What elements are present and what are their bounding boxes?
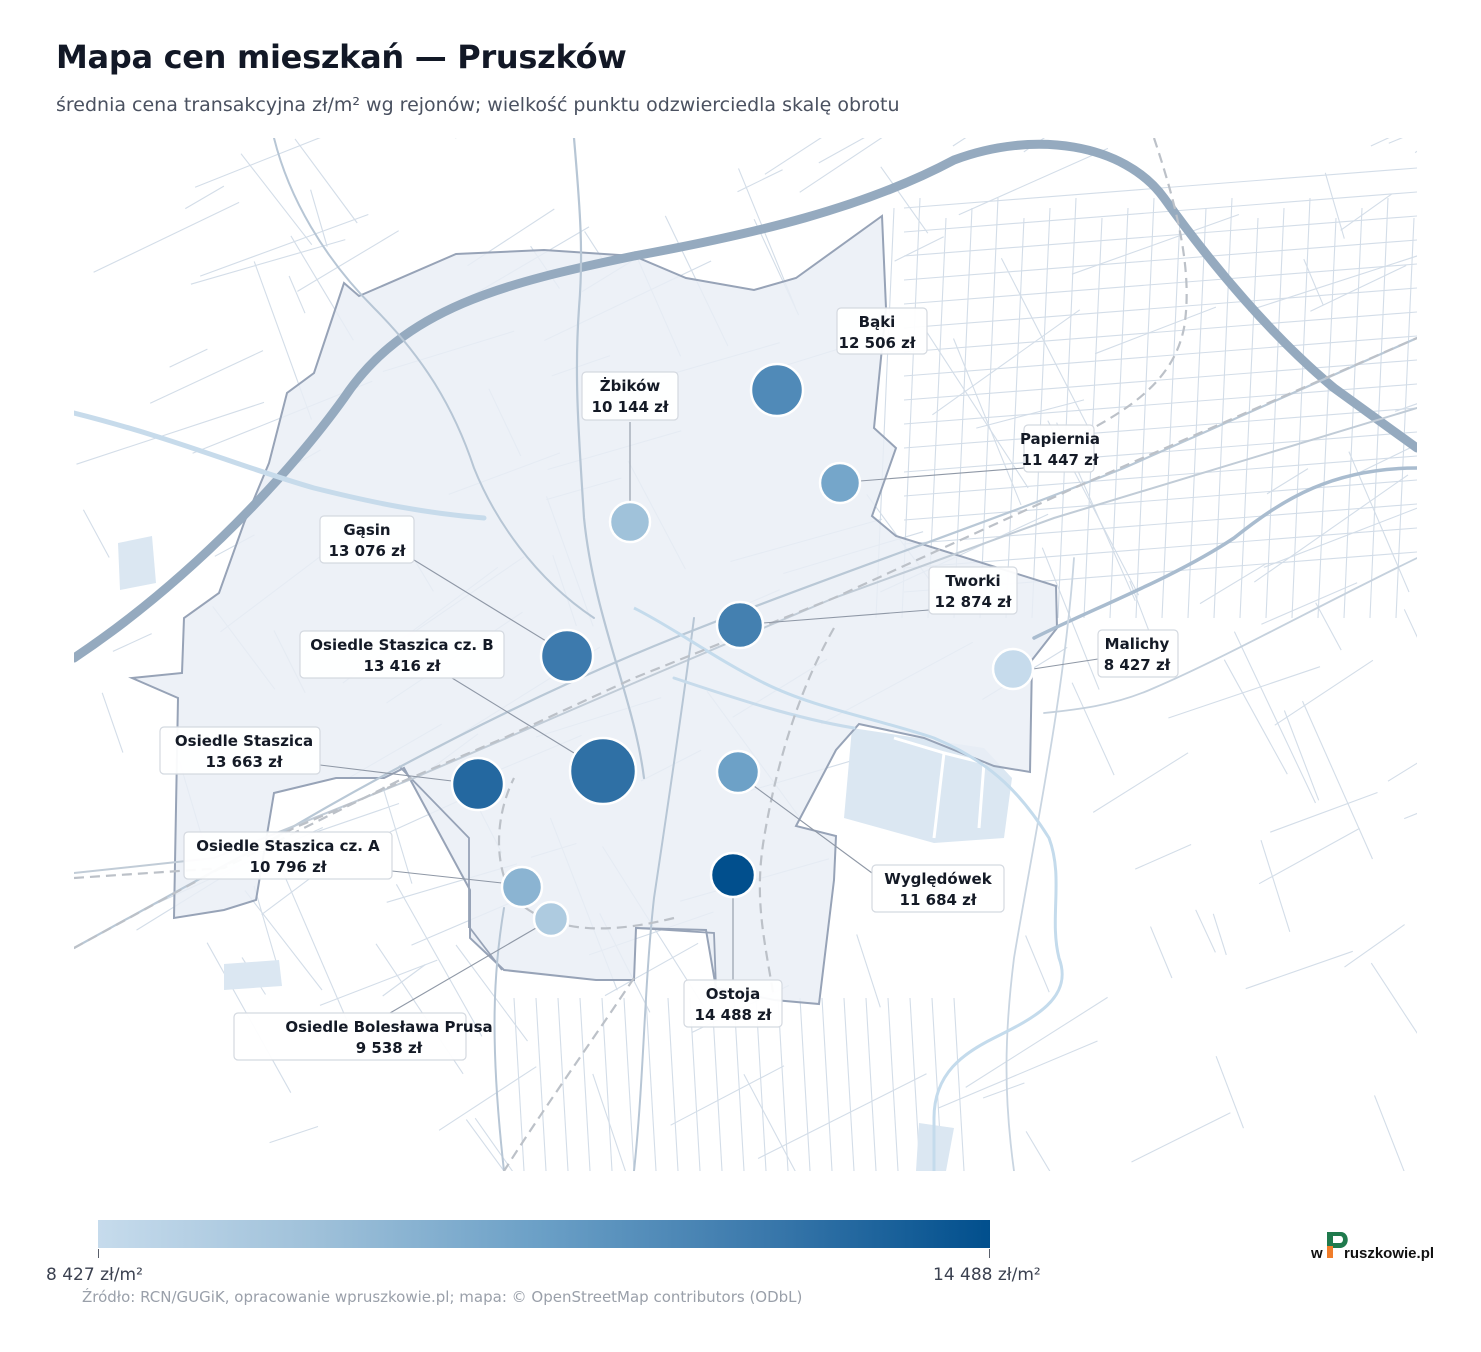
district-1-price-label: 10 144 zł <box>592 398 669 416</box>
district-10-price-point[interactable] <box>709 851 757 899</box>
district-2-price-label: 11 447 zł <box>1022 451 1099 469</box>
map-title: Mapa cen mieszkań — Pruszków <box>56 38 627 76</box>
district-11-price-point[interactable] <box>532 900 570 938</box>
color-scale-min-label: 8 427 zł/m² <box>46 1265 143 1285</box>
district-11-leader-line <box>389 927 537 1014</box>
district-7-leader-line <box>319 764 453 782</box>
district-11-name-label: Osiedle Bolesława Prusa <box>285 1018 492 1036</box>
color-scale-bar <box>98 1220 990 1248</box>
district-4-price-label: 12 874 zł <box>935 593 1012 611</box>
district-8-price-label: 11 684 zł <box>900 891 977 909</box>
district-5-leader-line <box>1032 658 1099 670</box>
district-7-name-label: Osiedle Staszica <box>175 732 313 750</box>
color-scale-max-tick <box>989 1249 990 1258</box>
district-4-price-point[interactable] <box>715 600 765 650</box>
map-subtitle: średnia cena transakcyjna zł/m² wg rejon… <box>56 94 900 116</box>
district-9-price-label: 10 796 zł <box>250 858 327 876</box>
district-8-price-point[interactable] <box>715 749 761 795</box>
district-1-label-box <box>581 371 679 421</box>
district-1-price-point[interactable] <box>608 500 652 544</box>
district-6-price-point[interactable] <box>568 736 638 806</box>
district-2-name-label: Papiernia <box>1020 430 1100 448</box>
district-3-leader-line <box>413 559 547 642</box>
district-4-label-box <box>928 566 1018 615</box>
district-6-price-label: 13 416 zł <box>364 657 441 675</box>
district-1-name-label: Żbików <box>600 376 661 395</box>
district-0-name-label: Bąki <box>859 313 896 331</box>
district-4-leader-line <box>762 609 930 624</box>
district-2-label-box <box>1023 424 1095 473</box>
color-scale-max-label: 14 488 zł/m² <box>933 1265 1041 1285</box>
district-10-name-label: Ostoja <box>706 985 760 1003</box>
district-6-label-box <box>299 630 505 679</box>
district-11-price-label: 9 538 zł <box>356 1039 423 1057</box>
district-3-name-label: Gąsin <box>343 521 390 539</box>
district-3-price-label: 13 076 zł <box>329 542 406 560</box>
district-3-price-point[interactable] <box>539 628 595 684</box>
district-7-price-point[interactable] <box>450 756 506 812</box>
district-10-price-label: 14 488 zł <box>695 1006 772 1024</box>
district-7-price-label: 13 663 zł <box>206 753 283 771</box>
district-3-label-box <box>319 515 415 564</box>
district-6-name-label: Osiedle Staszica cz. B <box>310 636 493 654</box>
district-8-name-label: Wyględówek <box>884 870 992 888</box>
district-8-leader-line <box>753 785 873 874</box>
district-9-label-box <box>183 831 393 880</box>
district-price-map: Bąki 12 506 zł Żbików 10 144 zł Papiernia 11 … <box>74 138 1417 1171</box>
district-0-price-point[interactable] <box>749 362 805 418</box>
district-5-price-point[interactable] <box>991 647 1035 691</box>
district-4-name-label: Tworki <box>945 572 1000 590</box>
district-0-price-label: 12 506 zł <box>839 334 916 352</box>
source-note: Źródło: RCN/GUGiK, opracowanie wpruszkow… <box>82 1288 803 1306</box>
svg-text:ruszkowie.pl: ruszkowie.pl <box>1344 1245 1434 1262</box>
district-5-price-label: 8 427 zł <box>1104 656 1171 674</box>
district-9-price-point[interactable] <box>500 865 544 909</box>
district-labels: Bąki 12 506 zł Żbików 10 144 zł Papiernia 11 … <box>159 307 1179 1061</box>
city-area <box>128 214 1059 1006</box>
district-points <box>450 362 1035 938</box>
svg-text:w: w <box>1311 1245 1323 1262</box>
district-9-leader-line <box>391 870 503 884</box>
district-8-label-box <box>871 864 1005 913</box>
district-5-name-label: Malichy <box>1105 635 1170 653</box>
color-scale-min-tick <box>98 1249 99 1258</box>
river <box>633 606 1064 1171</box>
district-2-leader-line <box>859 467 1025 482</box>
district-10-label-box <box>683 979 783 1028</box>
district-7-label-box <box>159 726 321 775</box>
district-2-price-point[interactable] <box>818 461 862 505</box>
district-0-label-box <box>836 307 928 355</box>
wpruszkowie-logo: w ruszkowie.pl <box>1311 1232 1434 1262</box>
district-9-name-label: Osiedle Staszica cz. A <box>196 837 380 855</box>
district-11-label-box <box>233 1012 467 1061</box>
label-leader-lines <box>319 422 1099 1014</box>
district-6-leader-line <box>451 677 575 754</box>
district-5-label-box <box>1097 629 1179 678</box>
